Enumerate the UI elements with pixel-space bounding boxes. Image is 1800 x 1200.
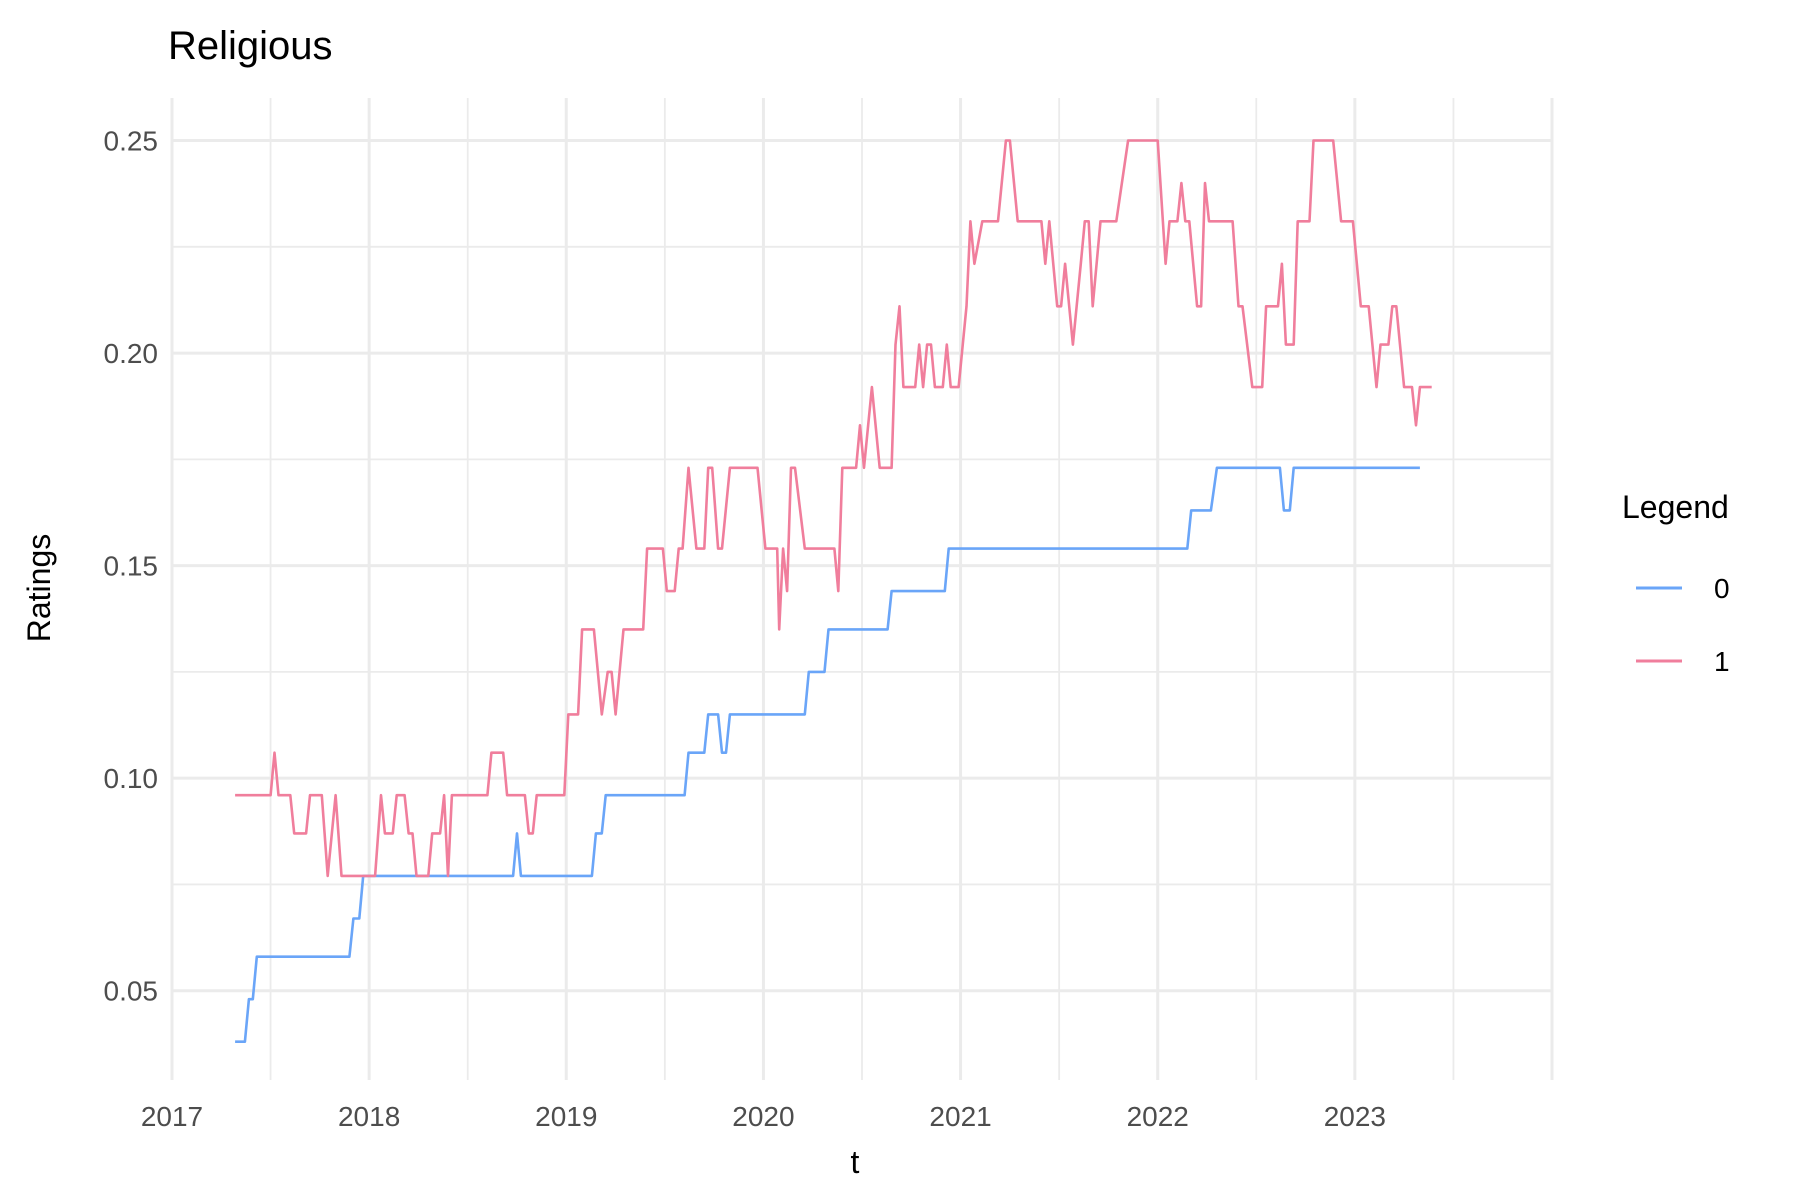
x-tick-label: 2020 — [732, 1101, 794, 1132]
minor-gridlines — [172, 98, 1552, 1080]
series-lines — [235, 139, 1432, 1043]
major-gridlines — [170, 98, 1554, 1080]
y-tick-label: 0.25 — [104, 126, 159, 157]
legend-label-0: 0 — [1714, 573, 1730, 604]
legend-items: 01 — [1636, 573, 1730, 677]
x-tick-label: 2021 — [929, 1101, 991, 1132]
y-tick-label: 0.15 — [104, 551, 159, 582]
y-tick-label: 0.20 — [104, 338, 159, 369]
x-tick-label: 2018 — [338, 1101, 400, 1132]
y-tick-label: 0.10 — [104, 763, 159, 794]
legend: Legend 01 — [1622, 489, 1730, 677]
x-tick-label: 2022 — [1127, 1101, 1189, 1132]
x-axis-title: t — [851, 1144, 860, 1180]
y-axis-title: Ratings — [21, 534, 57, 643]
series-line-1 — [235, 139, 1432, 878]
legend-label-1: 1 — [1714, 646, 1730, 677]
x-axis-tick-labels: 2017 2018 2019 2020 2021 2022 2023 — [141, 1101, 1386, 1132]
x-tick-label: 2023 — [1324, 1101, 1386, 1132]
y-tick-label: 0.05 — [104, 976, 159, 1007]
series-line-0 — [235, 466, 1420, 1043]
x-tick-label: 2017 — [141, 1101, 203, 1132]
y-axis-tick-labels: 0.05 0.10 0.15 0.20 0.25 — [104, 126, 159, 1007]
chart-title: Religious — [168, 24, 333, 68]
x-tick-label: 2019 — [535, 1101, 597, 1132]
legend-title: Legend — [1622, 489, 1729, 525]
